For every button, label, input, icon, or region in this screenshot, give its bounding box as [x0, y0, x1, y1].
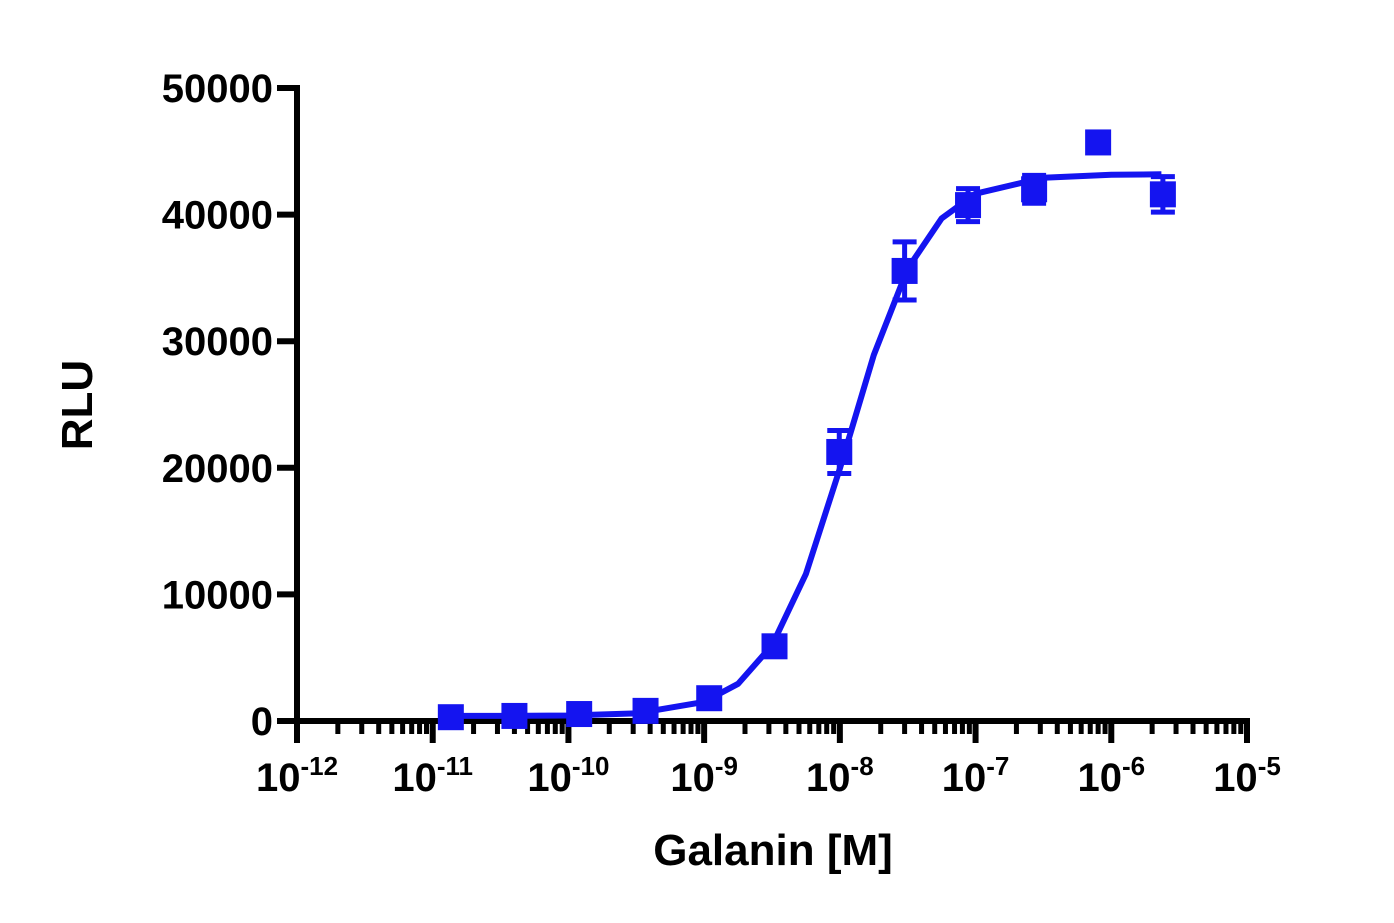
y-tick-label: 10000	[162, 573, 273, 617]
point	[955, 192, 982, 219]
y-tick-label: 20000	[162, 447, 273, 491]
y-tick-label: 40000	[162, 194, 273, 238]
point	[826, 438, 853, 465]
x-tick-label: 10-8	[806, 751, 874, 800]
x-tick-label: 10-10	[527, 751, 609, 800]
x-tick-label: 10-7	[942, 751, 1010, 800]
x-tick-exponent: -6	[1122, 751, 1145, 781]
y-axis-title: RLU	[53, 360, 102, 450]
point	[696, 685, 723, 712]
x-tick-base: 10	[256, 756, 301, 800]
x-tick-label: 10-6	[1077, 751, 1145, 800]
x-tick-base: 10	[527, 756, 572, 800]
x-tick-base: 10	[1213, 756, 1258, 800]
x-tick-label: 10-12	[256, 751, 338, 800]
point	[1021, 176, 1048, 203]
x-axis-title: Galanin [M]	[653, 826, 893, 875]
x-tick-label: 10-9	[670, 751, 738, 800]
fit-curve	[450, 171, 1162, 719]
x-tick-label: 10-11	[392, 751, 473, 800]
point	[1085, 129, 1112, 156]
x-tick-base: 10	[670, 756, 715, 800]
point	[632, 697, 659, 724]
x-tick-exponent: -10	[572, 751, 610, 781]
x-tick-base: 10	[1077, 756, 1122, 800]
point	[1149, 181, 1176, 208]
x-tick-base: 10	[942, 756, 987, 800]
x-tick-exponent: -8	[851, 751, 874, 781]
x-tick-base: 10	[392, 756, 437, 800]
x-tick-exponent: -7	[986, 751, 1009, 781]
point	[891, 257, 918, 284]
y-tick-label: 50000	[162, 67, 273, 111]
x-tick-exponent: -12	[300, 751, 338, 781]
x-tick-base: 10	[806, 756, 851, 800]
point	[566, 701, 593, 728]
y-tick-label: 0	[251, 700, 273, 744]
x-tick-exponent: -5	[1258, 751, 1281, 781]
x-tick-label: 10-5	[1213, 751, 1281, 800]
point	[501, 702, 528, 729]
point	[437, 704, 464, 731]
point	[761, 633, 788, 660]
x-tick-exponent: -11	[437, 751, 473, 781]
y-tick-label: 30000	[162, 320, 273, 364]
x-tick-exponent: -9	[715, 751, 738, 781]
